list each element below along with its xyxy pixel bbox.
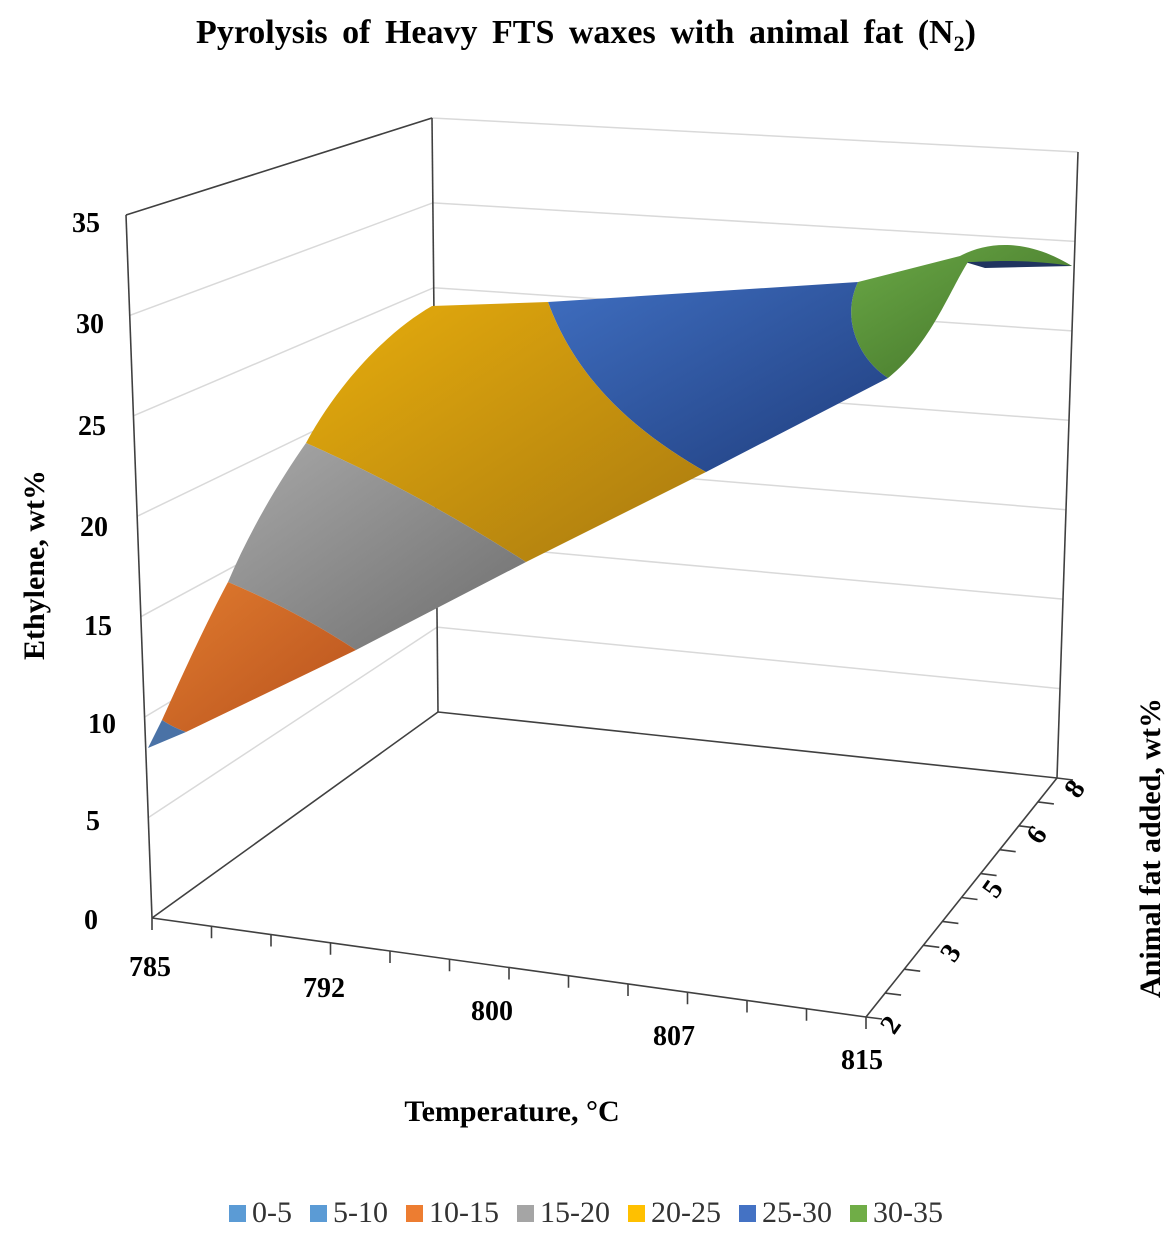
legend-label: 25-30 — [762, 1196, 832, 1229]
z-tick-label: 15 — [84, 611, 112, 642]
top-left-edge — [125, 117, 433, 216]
z-tick-label: 25 — [78, 411, 106, 442]
legend-item: 30-35 — [850, 1196, 943, 1230]
y-tick-label: 6 — [1020, 821, 1053, 850]
x-axis-title: Temperature, °C — [404, 1095, 619, 1128]
surface-band-10-15 — [162, 582, 356, 732]
back-right-vertical — [1056, 151, 1079, 779]
z-tick-label: 20 — [80, 512, 108, 543]
axis-ticks — [151, 777, 1074, 1029]
legend: 0-5 5-10 10-15 15-20 20-25 25-30 30-35 — [0, 1196, 1172, 1230]
y-axis-tick — [885, 992, 902, 996]
surface-band-20-25 — [306, 302, 706, 562]
legend-swatch — [628, 1204, 645, 1222]
legend-swatch — [850, 1204, 867, 1222]
surface-band-25-30 — [548, 282, 888, 472]
y-tick-label: 5 — [976, 875, 1009, 904]
y-tick-label: 3 — [934, 939, 967, 968]
surface-band-5-10 — [148, 720, 186, 748]
y-axis-tick — [1037, 801, 1054, 805]
z-axis-line — [125, 214, 153, 919]
x-tick-label: 792 — [303, 973, 345, 1004]
legend-swatch — [517, 1204, 534, 1222]
surface-band-30-35 — [851, 245, 1072, 378]
legend-item: 5-10 — [310, 1196, 388, 1230]
y-tick-label: 8 — [1058, 775, 1091, 804]
y-axis-tick — [865, 1016, 883, 1020]
x-tick-label: 800 — [471, 996, 513, 1027]
legend-label: 0-5 — [252, 1196, 292, 1229]
y-axis-tick — [961, 896, 978, 901]
x-tick-label: 815 — [841, 1045, 883, 1076]
x-tick-labels: 785 792 800 807 815 — [129, 952, 883, 1076]
surface — [148, 245, 1072, 748]
y-axis-tick — [980, 872, 997, 877]
y-axis-tick — [1018, 825, 1035, 829]
z-tick-label: 5 — [86, 806, 100, 837]
legend-swatch — [406, 1204, 423, 1222]
legend-item: 10-15 — [406, 1196, 499, 1230]
y-tick-label: 2 — [874, 1011, 907, 1040]
y-tick-labels: 2 3 5 6 8 — [874, 775, 1091, 1040]
legend-label: 30-35 — [873, 1196, 943, 1229]
chart-title: Pyrolysis of Heavy FTS waxes with animal… — [196, 14, 976, 56]
legend-label: 5-10 — [333, 1196, 388, 1229]
legend-item: 20-25 — [628, 1196, 721, 1230]
legend-label: 10-15 — [429, 1196, 499, 1229]
legend-swatch — [739, 1204, 756, 1222]
legend-item: 15-20 — [517, 1196, 610, 1230]
legend-swatch — [310, 1204, 327, 1222]
gridline — [125, 117, 1079, 216]
z-tick-labels: 0 5 10 15 20 25 30 35 — [72, 208, 116, 936]
x-tick-label: 807 — [653, 1021, 695, 1052]
legend-label: 15-20 — [540, 1196, 610, 1229]
y-axis-tick — [942, 920, 959, 925]
legend-label: 20-25 — [651, 1196, 721, 1229]
y-axis-tick — [923, 944, 940, 949]
y-axis-tick — [999, 848, 1016, 853]
x-tick-label: 785 — [129, 952, 171, 983]
z-tick-label: 0 — [84, 905, 98, 936]
floor-back-edge — [437, 711, 1058, 779]
legend-item: 0-5 — [229, 1196, 292, 1230]
legend-swatch — [229, 1204, 246, 1222]
legend-item: 25-30 — [739, 1196, 832, 1230]
z-axis-title: Ethylene, wt% — [18, 470, 51, 660]
z-tick-label: 35 — [72, 208, 100, 239]
y-axis-tick — [904, 968, 921, 972]
floor-left-edge — [151, 711, 439, 919]
y-axis-tick — [1056, 777, 1074, 781]
y-axis-title: Animal fat added, wt% — [1134, 698, 1167, 998]
title-subscript: 2 — [953, 30, 965, 56]
z-tick-label: 10 — [88, 709, 116, 740]
surface-band-15-20 — [228, 443, 526, 650]
z-tick-label: 30 — [76, 309, 104, 340]
